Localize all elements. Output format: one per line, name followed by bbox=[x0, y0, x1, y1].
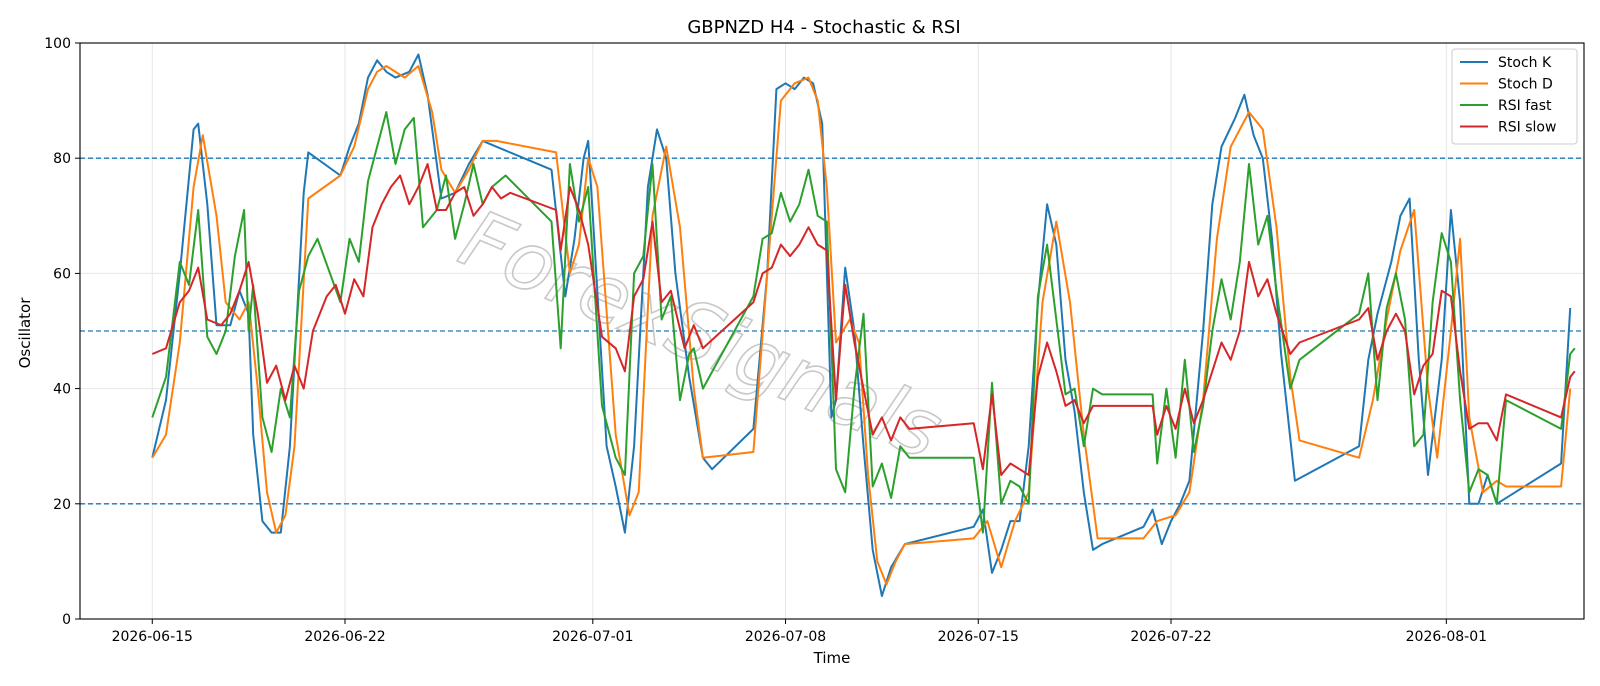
axis-layer: 0 20 40 60 80 100 2026-06-15 2026-06-22 2026-07-… bbox=[44, 36, 1487, 645]
x-tick-label: 2026-08-01 bbox=[1406, 629, 1487, 645]
legend-label-rsi-fast: RSI fast bbox=[1498, 98, 1552, 114]
legend-label-rsi-slow: RSI slow bbox=[1498, 120, 1556, 136]
y-tick-label: 80 bbox=[53, 151, 71, 167]
chart-title: GBPNZD H4 - Stochastic & RSI bbox=[687, 17, 960, 38]
legend: Stoch K Stoch D RSI fast RSI slow bbox=[1451, 48, 1578, 145]
y-tick-label: 0 bbox=[62, 612, 71, 628]
y-tick-label: 100 bbox=[44, 36, 71, 52]
x-tick-label: 2026-06-15 bbox=[112, 629, 193, 645]
y-tick-label: 40 bbox=[53, 382, 71, 398]
x-tick-label: 2026-07-01 bbox=[552, 629, 633, 645]
y-tick-label: 60 bbox=[53, 266, 71, 282]
legend-label-stoch-d: Stoch D bbox=[1498, 77, 1553, 93]
x-tick-label: 2026-07-08 bbox=[745, 629, 826, 645]
y-axis-title: Oscillator bbox=[16, 297, 34, 369]
legend-box bbox=[1451, 48, 1578, 145]
series-layer bbox=[151, 53, 1576, 597]
plot-frame bbox=[79, 42, 1585, 620]
x-tick-label: 2026-06-22 bbox=[304, 629, 385, 645]
x-tick-label: 2026-07-15 bbox=[938, 629, 1019, 645]
x-axis-title: Time bbox=[813, 649, 851, 667]
series-line-rsi-fast bbox=[151, 111, 1576, 534]
series-line-rsi-slow bbox=[151, 163, 1576, 476]
legend-label-stoch-k: Stoch K bbox=[1498, 55, 1552, 71]
x-tick-label: 2026-07-22 bbox=[1130, 629, 1211, 645]
y-tick-label: 20 bbox=[53, 497, 71, 513]
series-line-stoch-d bbox=[151, 65, 1572, 586]
